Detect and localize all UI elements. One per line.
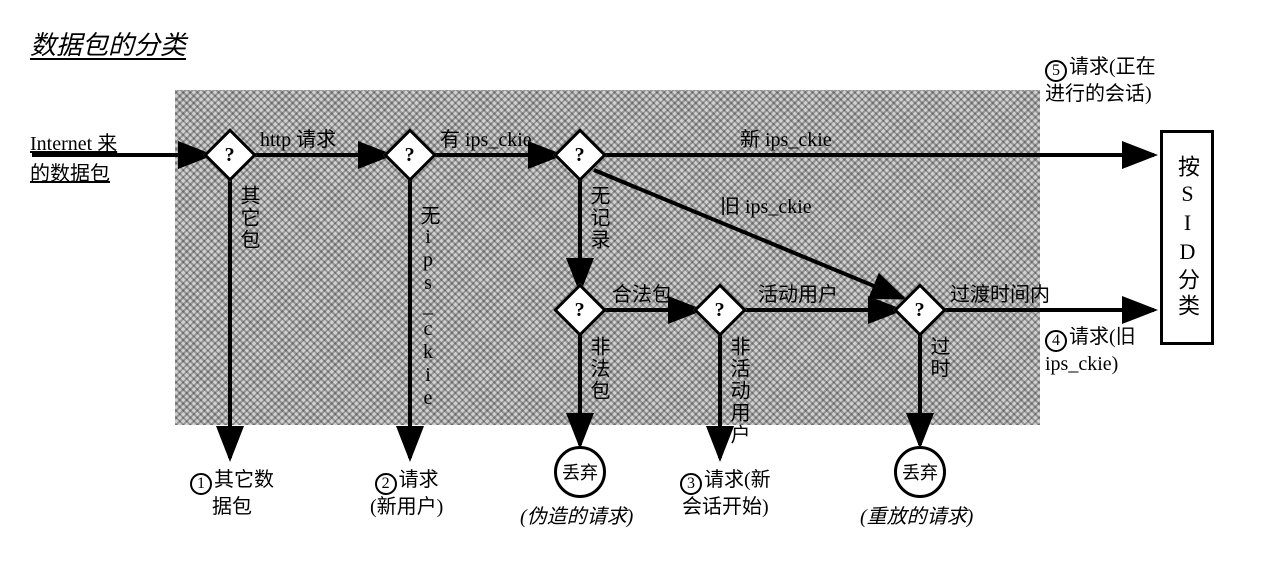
- circled-4: 4: [1045, 330, 1067, 352]
- circled-5: 5: [1045, 60, 1067, 82]
- output-2-label: 2请求 (新用户): [370, 468, 443, 520]
- discard-2-caption: (重放的请求): [860, 505, 973, 530]
- output-3-label: 3请求(新 会话开始): [680, 468, 771, 520]
- edge-http-req: http 请求: [260, 128, 336, 153]
- diagram-canvas: 数据包的分类 Internet 来 的数据包 5请求(正在 进行的会话) 4请求…: [20, 20, 1252, 555]
- edge-old-ckie: 旧 ips_ckie: [720, 195, 812, 220]
- edge-illegal: 非法包: [585, 336, 610, 402]
- entry-label-line1: Internet 来: [30, 132, 117, 157]
- circled-3: 3: [680, 473, 702, 495]
- diagram-title: 数据包的分类: [30, 25, 186, 62]
- decision-http: ?: [211, 136, 249, 174]
- edge-within-trans: 过渡时间内: [950, 283, 1050, 308]
- discard-2: 丢弃: [894, 446, 946, 498]
- decision-ckie-age: ?: [561, 136, 599, 174]
- edge-inactive: 非活动用户: [725, 336, 750, 446]
- output-1-label: 1其它数 据包: [190, 468, 274, 520]
- edge-no-record: 无记录: [585, 185, 610, 251]
- edge-other-packet: 其它包: [235, 185, 260, 251]
- circled-2: 2: [375, 473, 397, 495]
- edge-have-ckie: 有 ips_ckie: [440, 128, 532, 153]
- edge-new-ckie: 新 ips_ckie: [740, 128, 832, 153]
- edge-no-ckie: 无ips_ckie: [415, 205, 440, 410]
- edge-legal: 合法包: [612, 283, 672, 308]
- decision-active: ?: [701, 291, 739, 329]
- decision-has-ckie: ?: [391, 136, 429, 174]
- discard-1-caption: (伪造的请求): [520, 505, 633, 530]
- discard-1: 丢弃: [554, 446, 606, 498]
- decision-legal: ?: [561, 291, 599, 329]
- entry-label-line2: 的数据包: [30, 162, 110, 187]
- output-1-text: 其它数 据包: [212, 469, 274, 518]
- edge-timeout: 过时: [925, 336, 950, 380]
- edge-active: 活动用户: [758, 283, 838, 308]
- output-5-label: 5请求(正在 进行的会话): [1045, 55, 1156, 107]
- output-4-label: 4请求(旧 ips_ckie): [1045, 325, 1136, 377]
- sid-classify-box: 按SID分类: [1160, 130, 1214, 345]
- decision-transition: ?: [901, 291, 939, 329]
- circled-1: 1: [190, 473, 212, 495]
